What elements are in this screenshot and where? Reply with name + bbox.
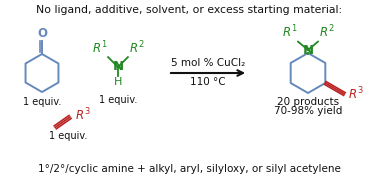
- Text: N: N: [112, 60, 124, 73]
- Text: 5 mol % CuCl₂: 5 mol % CuCl₂: [171, 58, 245, 68]
- Text: 1 equiv.: 1 equiv.: [49, 131, 87, 141]
- Text: No ligand, additive, solvent, or excess starting material:: No ligand, additive, solvent, or excess …: [36, 5, 342, 15]
- Text: 20 products: 20 products: [277, 97, 339, 107]
- Text: O: O: [37, 27, 47, 40]
- Text: $R^1$: $R^1$: [91, 39, 107, 56]
- Text: 70-98% yield: 70-98% yield: [274, 106, 342, 116]
- Text: $R^3$: $R^3$: [75, 107, 91, 123]
- Text: $R^1$: $R^1$: [282, 24, 297, 41]
- Text: H: H: [114, 77, 122, 87]
- Text: $R^2$: $R^2$: [319, 24, 335, 41]
- Text: 110 °C: 110 °C: [190, 77, 226, 87]
- Text: $R^2$: $R^2$: [129, 39, 144, 56]
- Text: N: N: [302, 44, 314, 57]
- Text: 1 equiv.: 1 equiv.: [99, 95, 137, 105]
- Text: 1°/2°/cyclic amine + alkyl, aryl, silyloxy, or silyl acetylene: 1°/2°/cyclic amine + alkyl, aryl, silylo…: [37, 164, 341, 174]
- Text: 1 equiv.: 1 equiv.: [23, 97, 61, 107]
- Text: $R^3$: $R^3$: [349, 86, 364, 102]
